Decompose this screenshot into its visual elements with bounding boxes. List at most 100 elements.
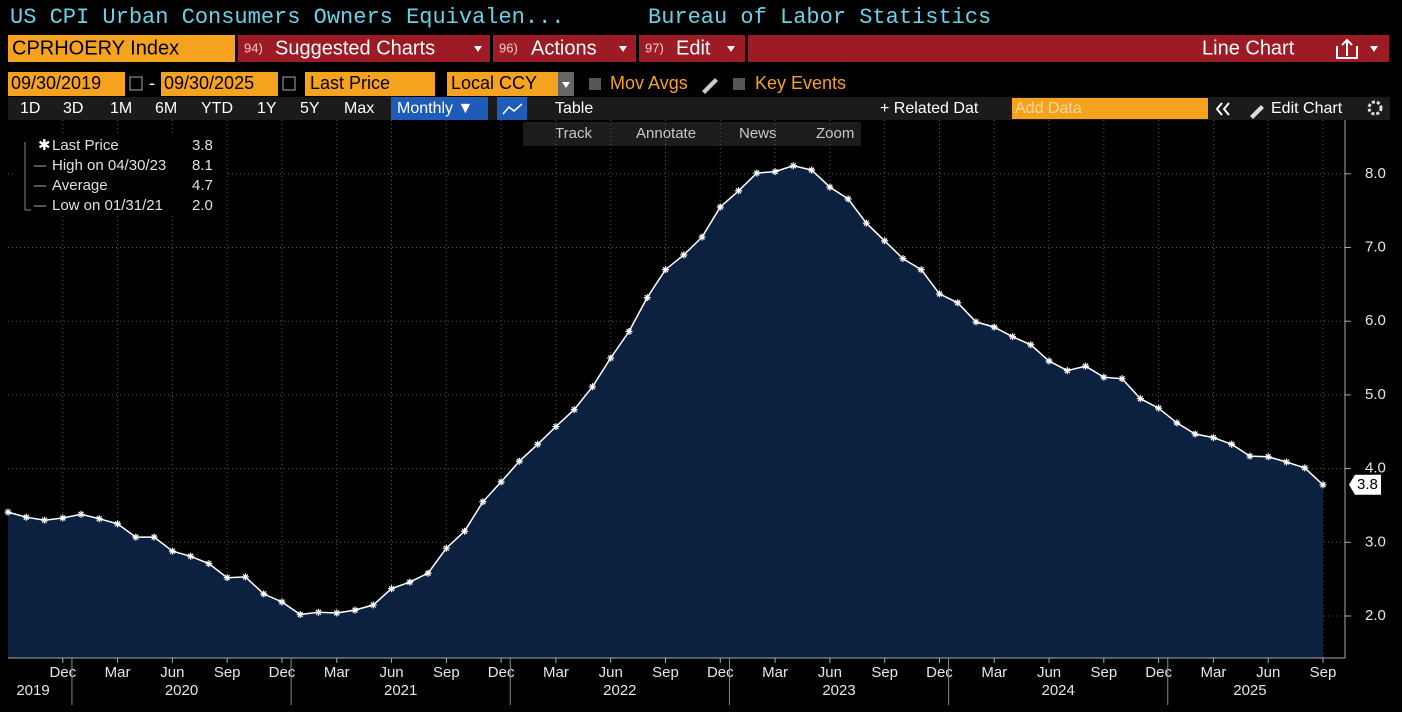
calendar-icon[interactable] [282, 76, 296, 91]
menu-label[interactable]: Edit [676, 37, 711, 59]
legend-box [14, 134, 226, 216]
checkbox[interactable] [589, 78, 601, 90]
point-marker [150, 533, 158, 541]
point-marker [899, 255, 907, 263]
menu-button[interactable] [493, 35, 636, 62]
point-marker [990, 323, 998, 331]
start-date-box[interactable] [8, 72, 125, 96]
point-marker [114, 520, 122, 528]
chart-kind-bar[interactable] [748, 35, 1389, 62]
point-marker [333, 609, 341, 617]
range-button[interactable]: YTD [201, 100, 233, 117]
point-marker [826, 183, 834, 191]
currency[interactable]: Local CCY [451, 73, 537, 93]
chart: 2.0 3.0 4.0 5.0 6.0 7.0 8.0 Dec Mar Jun Sep Dec Mar J… [4, 120, 1386, 705]
point-marker [935, 290, 943, 298]
ticker-box[interactable] [8, 35, 235, 62]
point-marker [1027, 341, 1035, 349]
menu-button[interactable] [238, 35, 490, 62]
point-marker [351, 606, 359, 614]
range-button[interactable]: 1Y [257, 100, 277, 117]
point-marker [260, 590, 268, 598]
legend-value: 8.1 [192, 157, 213, 174]
legend-label: Low on 01/31/21 [52, 197, 163, 214]
menu-button[interactable] [639, 35, 745, 62]
table-button[interactable]: Table [555, 100, 593, 117]
related-data[interactable]: + Related Dat [880, 100, 979, 117]
last-value-tag [1349, 474, 1381, 495]
tools: Track Annotate News Zoom [555, 125, 854, 142]
start-date[interactable]: 09/30/2019 [11, 73, 101, 93]
tool-button[interactable]: News [739, 125, 777, 142]
point-marker [1191, 430, 1199, 438]
currency-box[interactable] [447, 72, 574, 96]
x-tick-label: Sep [433, 664, 460, 681]
legend-value: 3.8 [192, 137, 213, 154]
edit-chart[interactable]: Edit Chart [1271, 100, 1343, 117]
point-marker [132, 533, 140, 541]
point-marker [1246, 452, 1254, 460]
legend-label: Last Price [52, 137, 119, 154]
dropdown-arrow [727, 46, 735, 52]
calendar-icon[interactable] [129, 76, 143, 91]
point-marker [278, 598, 286, 606]
year-label: 2025 [1233, 682, 1266, 699]
point-marker [972, 318, 980, 326]
tool-button[interactable]: Zoom [816, 125, 854, 142]
ticker[interactable]: CPRHOERY Index [12, 37, 179, 59]
chart-kind[interactable]: Line Chart [1202, 37, 1295, 59]
point-marker [205, 560, 213, 568]
point-marker [95, 515, 103, 523]
x-tick-label: Jun [160, 664, 184, 681]
checkbox[interactable] [733, 78, 745, 90]
range-button[interactable]: 1M [110, 100, 132, 117]
range-button[interactable]: 5Y [300, 100, 320, 117]
end-date[interactable]: 09/30/2025 [164, 73, 254, 93]
field[interactable]: Last Price [310, 73, 390, 93]
end-date-box[interactable] [161, 72, 278, 96]
last-value: 3.8 [1357, 476, 1378, 493]
frequency[interactable]: Monthly ▼ [397, 100, 473, 117]
option[interactable]: Mov Avgs [610, 73, 688, 93]
point-marker [607, 354, 615, 362]
year-label: 2023 [822, 682, 855, 699]
point-marker [808, 166, 816, 174]
x-tick-label: Mar [324, 664, 350, 681]
x-tick-label: Mar [1200, 664, 1226, 681]
x-tick-label: Mar [543, 664, 569, 681]
point-marker [954, 299, 962, 307]
pencil-icon[interactable] [702, 78, 718, 94]
settings-icon[interactable] [1367, 100, 1383, 116]
point-marker [862, 219, 870, 227]
point-marker [789, 162, 797, 170]
point-marker [570, 406, 578, 414]
y-tick-label: 7.0 [1365, 238, 1386, 255]
menu-label[interactable]: Suggested Charts [275, 37, 435, 59]
date-separator: - [149, 73, 155, 93]
y-tick-label: 2.0 [1365, 607, 1386, 624]
option[interactable]: Key Events [755, 73, 846, 93]
frequency-button[interactable] [391, 97, 488, 120]
x-tick-label: Jun [818, 664, 842, 681]
x-tick-label: Dec [926, 664, 953, 681]
menu-label[interactable]: Actions [531, 37, 597, 59]
collapse-icon[interactable] [1215, 102, 1230, 116]
add-data[interactable]: Add Data [1015, 100, 1082, 117]
range-button[interactable]: Max [344, 100, 374, 117]
point-marker [1045, 357, 1053, 365]
share-icon[interactable] [1336, 38, 1358, 59]
tool-button[interactable]: Annotate [636, 125, 696, 142]
x-tick-label: Dec [49, 664, 76, 681]
range-button[interactable]: 1D [20, 100, 40, 117]
point-marker [369, 601, 377, 609]
tool-button[interactable]: Track [555, 125, 592, 142]
y-tick-label: 8.0 [1365, 165, 1386, 182]
range-button[interactable]: 6M [155, 100, 177, 117]
menu-code: 94) [244, 40, 263, 55]
range-buttons: 1D 3D 1M 6M YTD 1Y 5Y Max [20, 100, 374, 117]
point-marker [1136, 395, 1144, 403]
add-data-box[interactable] [1012, 98, 1208, 119]
field-box[interactable] [305, 72, 435, 96]
range-button[interactable]: 3D [63, 100, 83, 117]
point-marker [77, 510, 85, 518]
